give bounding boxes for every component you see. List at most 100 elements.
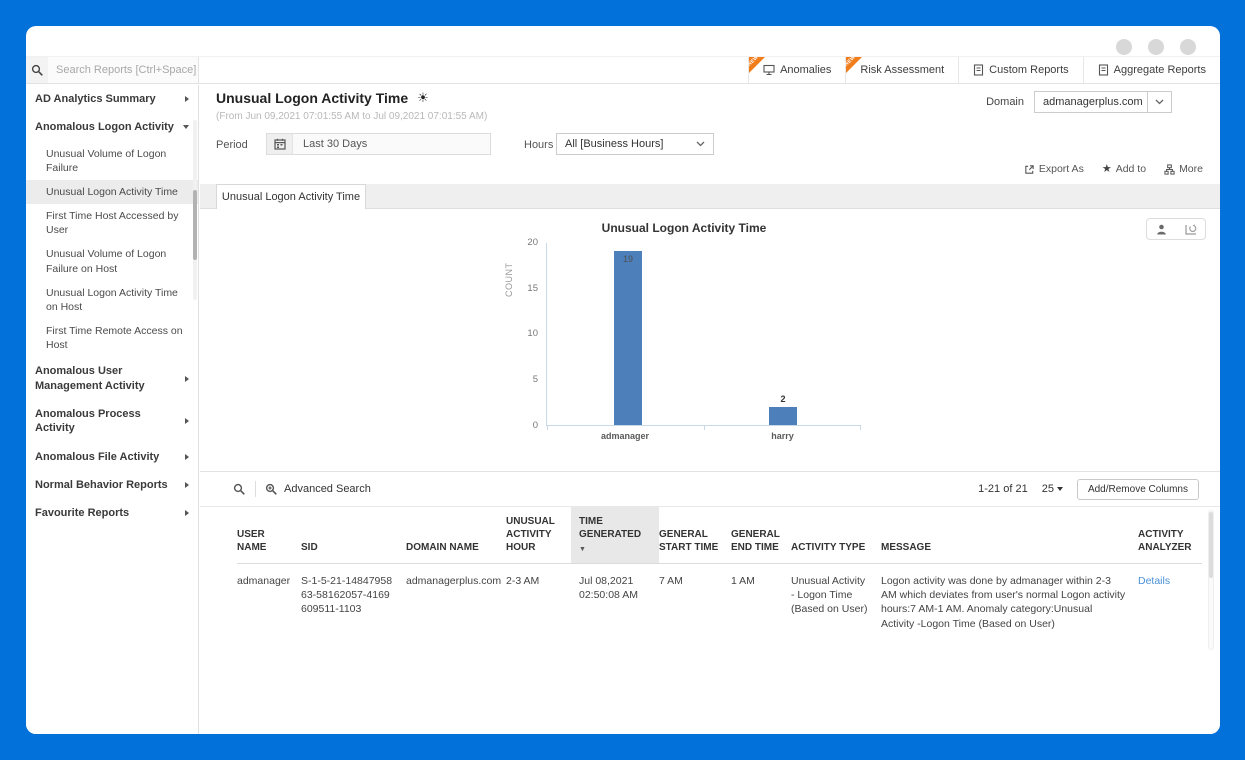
add-to-button[interactable]: ★ Add to bbox=[1102, 163, 1146, 175]
sidebar-subitem-first-time-host-accessed[interactable]: First Time Host Accessed by User bbox=[46, 210, 179, 237]
group-by-user-icon[interactable] bbox=[1147, 219, 1176, 239]
sidebar-item-label: AD Analytics Summary bbox=[35, 93, 156, 105]
header-action-dot[interactable] bbox=[1116, 39, 1132, 55]
sidebar-item-favourite-reports[interactable]: Favourite Reports bbox=[26, 499, 198, 527]
advanced-search-button[interactable]: Advanced Search bbox=[265, 483, 371, 496]
search-input[interactable] bbox=[48, 57, 198, 83]
tab-risk-assessment[interactable]: NEW Risk Assessment bbox=[844, 54, 958, 83]
chart-plot-area: 19 2 bbox=[546, 243, 861, 430]
bar-value-label: 2 bbox=[780, 394, 786, 404]
add-remove-columns-button[interactable]: Add/Remove Columns bbox=[1076, 478, 1199, 500]
col-header-label: TIME GENERATED bbox=[579, 516, 642, 540]
table-search-icon[interactable] bbox=[233, 483, 246, 496]
col-header-activity-type[interactable]: ACTIVITY TYPE bbox=[791, 507, 881, 565]
x-category-label: harry bbox=[771, 431, 794, 441]
y-tick: 15 bbox=[527, 283, 538, 294]
report-settings-icon[interactable]: ☀ bbox=[417, 90, 429, 105]
col-header-sid[interactable]: SID bbox=[301, 507, 406, 565]
details-link[interactable]: Details bbox=[1138, 575, 1171, 588]
report-search bbox=[26, 57, 199, 83]
period-value: Last 30 Days bbox=[303, 138, 368, 150]
more-button[interactable]: More bbox=[1164, 163, 1203, 175]
domain-select[interactable]: admanagerplus.com bbox=[1034, 91, 1172, 113]
hours-select[interactable]: All [Business Hours] bbox=[556, 133, 714, 155]
divider bbox=[255, 481, 256, 497]
new-ribbon: NEW bbox=[844, 54, 863, 73]
col-header-general-start-time[interactable]: GENERAL START TIME bbox=[659, 507, 731, 565]
tab-unusual-logon-activity-time[interactable]: Unusual Logon Activity Time bbox=[216, 184, 366, 209]
sidebar-item-label: Anomalous File Activity bbox=[35, 450, 160, 463]
cell-time-generated: Jul 08,2021 02:50:08 AM bbox=[579, 575, 638, 602]
sidebar-item-label: Favourite Reports bbox=[35, 507, 130, 520]
app-window: NEW Anomalies NEW Risk Assessment Custom… bbox=[26, 26, 1220, 734]
content-tab-strip: Unusual Logon Activity Time bbox=[200, 184, 1220, 209]
page-size-dropdown[interactable]: 25 bbox=[1042, 483, 1063, 495]
header-action-dot[interactable] bbox=[1180, 39, 1196, 55]
chevron-down-icon[interactable] bbox=[1147, 92, 1171, 112]
page-size-value: 25 bbox=[1041, 483, 1054, 495]
sidebar-subitem-first-time-remote-access[interactable]: First Time Remote Access on Host bbox=[46, 325, 183, 352]
tab-aggregate-reports[interactable]: Aggregate Reports bbox=[1082, 57, 1220, 83]
page-title: Unusual Logon Activity Time ☀ bbox=[216, 90, 429, 106]
calendar-icon[interactable] bbox=[267, 134, 293, 154]
sidebar-item-label: Anomalous Process Activity bbox=[35, 408, 141, 435]
results-table: USER NAME SID DOMAIN NAME UNUSUAL ACTIVI… bbox=[237, 507, 1220, 643]
sidebar-item-normal-behavior-reports[interactable]: Normal Behavior Reports bbox=[26, 471, 198, 499]
more-icon bbox=[1164, 163, 1175, 175]
export-as-button[interactable]: Export As bbox=[1024, 163, 1084, 175]
sidebar-item-label: Anomalous User Management Activity bbox=[35, 365, 145, 392]
hours-label: Hours bbox=[524, 139, 554, 151]
bar-rect[interactable]: 19 bbox=[614, 251, 642, 425]
export-icon bbox=[1025, 164, 1034, 174]
sidebar-subitem-unusual-logon-activity-time-host[interactable]: Unusual Logon Activity Time on Host bbox=[46, 286, 178, 313]
sidebar-item-anomalous-user-management[interactable]: Anomalous User Management Activity bbox=[26, 357, 198, 400]
more-label: More bbox=[1179, 163, 1203, 175]
y-tick: 10 bbox=[527, 328, 538, 339]
bar-rect[interactable]: 2 bbox=[769, 394, 797, 425]
col-header-user-name[interactable]: USER NAME bbox=[237, 507, 301, 565]
header-action-dot[interactable] bbox=[1148, 39, 1164, 55]
report-sidebar: AD Analytics Summary Anomalous Logon Act… bbox=[26, 85, 199, 734]
tab-anomalies[interactable]: NEW Anomalies bbox=[747, 54, 845, 83]
sidebar-subitem-unusual-volume-logon-failure[interactable]: Unusual Volume of Logon Failure bbox=[46, 147, 167, 174]
window-strip bbox=[26, 26, 1220, 56]
col-header-unusual-activity-hour[interactable]: UNUSUAL ACTIVITY HOUR bbox=[506, 507, 579, 565]
x-axis-tick bbox=[860, 426, 861, 430]
col-header-activity-analyzer[interactable]: ACTIVITY ANALYZER bbox=[1138, 507, 1202, 565]
chevron-right-icon bbox=[185, 375, 189, 382]
main-content: Unusual Logon Activity Time ☀ (From Jun … bbox=[200, 85, 1220, 734]
new-ribbon: NEW bbox=[747, 54, 766, 73]
chevron-right-icon bbox=[185, 482, 189, 489]
header-actions bbox=[1116, 39, 1196, 55]
chevron-right-icon bbox=[185, 96, 189, 103]
sidebar-item-ad-analytics-summary[interactable]: AD Analytics Summary bbox=[26, 85, 198, 113]
col-header-time-generated[interactable]: TIME GENERATED ▼ bbox=[571, 507, 659, 565]
sidebar-item-anomalous-file-activity[interactable]: Anomalous File Activity bbox=[26, 443, 198, 471]
cell-message: Logon activity was done by admanager wit… bbox=[881, 575, 1126, 630]
sidebar-subitem-unusual-volume-logon-failure-host[interactable]: Unusual Volume of Logon Failure on Host bbox=[46, 248, 167, 275]
table-scrollbar-thumb[interactable] bbox=[1209, 512, 1213, 578]
col-header-general-end-time[interactable]: GENERAL END TIME bbox=[731, 507, 791, 565]
y-tick: 0 bbox=[532, 420, 538, 431]
report-header: Unusual Logon Activity Time ☀ (From Jun … bbox=[200, 85, 1220, 131]
cell-activity-type: Unusual Activity - Logon Time (Based on … bbox=[791, 575, 868, 616]
sidebar-item-anomalous-logon-activity[interactable]: Anomalous Logon Activity bbox=[26, 113, 198, 141]
report-date-range: (From Jun 09,2021 07:01:55 AM to Jul 09,… bbox=[216, 111, 488, 122]
period-input[interactable]: Last 30 Days bbox=[266, 133, 491, 155]
x-axis-tick bbox=[547, 426, 548, 430]
col-header-message[interactable]: MESSAGE bbox=[881, 507, 1138, 565]
sidebar-subitem-unusual-logon-activity-time[interactable]: Unusual Logon Activity Time bbox=[26, 179, 198, 205]
col-header-domain-name[interactable]: DOMAIN NAME bbox=[406, 507, 506, 565]
chevron-down-icon bbox=[183, 125, 189, 130]
search-icon[interactable] bbox=[26, 57, 48, 83]
tab-custom-reports[interactable]: Custom Reports bbox=[958, 57, 1082, 83]
cell-general-start-time: 7 AM bbox=[659, 575, 683, 588]
sidebar-item-anomalous-process-activity[interactable]: Anomalous Process Activity bbox=[26, 400, 198, 443]
sidebar-scrollbar-thumb[interactable] bbox=[193, 190, 197, 260]
table-scrollbar-track[interactable] bbox=[1208, 510, 1214, 650]
top-toolbar: NEW Anomalies NEW Risk Assessment Custom… bbox=[26, 54, 1220, 84]
toolbar-spacer bbox=[199, 57, 748, 83]
sidebar-item-label: Anomalous Logon Activity bbox=[35, 121, 174, 134]
chart-type-icon[interactable] bbox=[1176, 219, 1205, 239]
chart-toolbar bbox=[1146, 218, 1206, 240]
